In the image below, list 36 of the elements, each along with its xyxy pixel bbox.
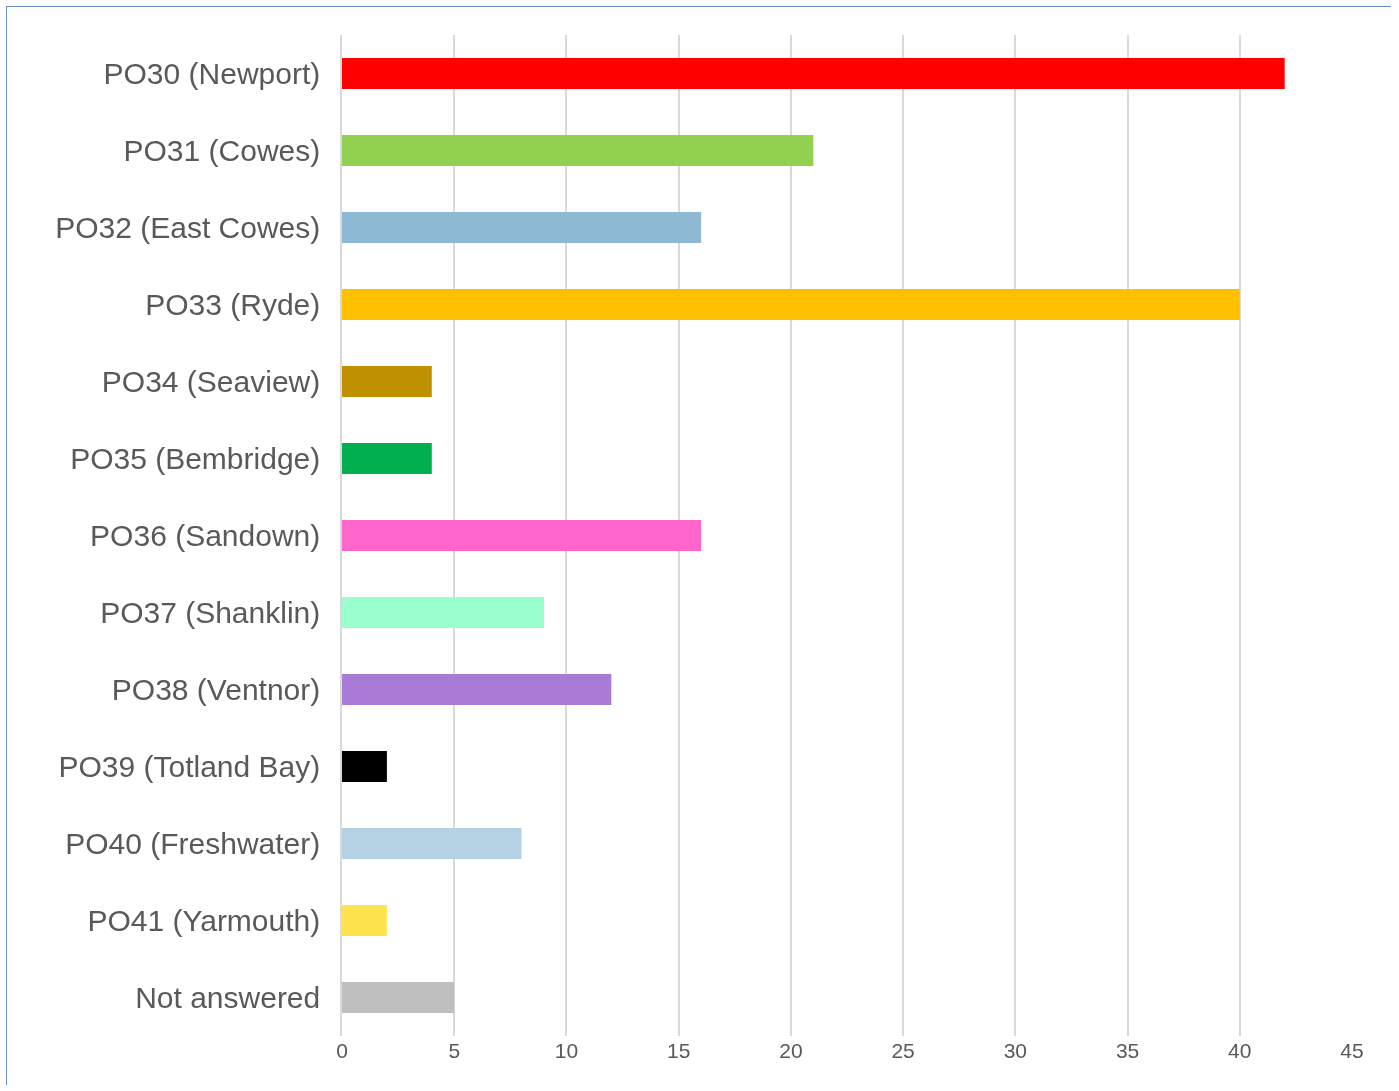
y-tick-label: PO34 (Seaview) (101, 365, 321, 398)
bar (342, 443, 432, 474)
bar (342, 982, 455, 1013)
y-tick-label: PO40 (Freshwater) (65, 827, 321, 860)
bar (342, 828, 522, 859)
y-tick-label: PO35 (Bembridge) (70, 442, 321, 475)
y-tick-label: PO41 (Yarmouth) (87, 904, 321, 937)
bar (342, 905, 387, 936)
x-tick-label: 35 (1115, 1039, 1140, 1062)
y-tick-label: PO30 (Newport) (103, 57, 321, 90)
bar (342, 135, 814, 166)
bar (342, 520, 702, 551)
x-tick-label: 25 (891, 1039, 915, 1062)
x-tick-label: 0 (336, 1039, 348, 1062)
y-tick-label: PO31 (Cowes) (123, 134, 321, 167)
bar (342, 289, 1240, 320)
x-tick-label: 10 (554, 1039, 579, 1062)
bar (342, 751, 387, 782)
x-tick-label: 40 (1228, 1039, 1252, 1062)
bar (342, 58, 1285, 89)
y-tick-label: PO37 (Shanklin) (100, 596, 321, 629)
x-tick-label: 30 (1003, 1039, 1028, 1062)
x-tick-label: 5 (448, 1039, 461, 1062)
y-tick-label: PO33 (Ryde) (145, 288, 321, 321)
y-tick-label: PO38 (Ventnor) (111, 673, 321, 706)
y-tick-label: Not answered (135, 981, 321, 1014)
bar (342, 366, 432, 397)
x-tick-label: 20 (779, 1039, 803, 1062)
y-tick-label: PO32 (East Cowes) (55, 211, 321, 244)
bar (342, 597, 544, 628)
y-tick-label: PO36 (Sandown) (90, 519, 321, 552)
bar (342, 212, 702, 243)
bar (342, 674, 612, 705)
x-tick-label: 45 (1340, 1039, 1364, 1062)
x-tick-label: 15 (666, 1039, 691, 1062)
y-tick-label: PO39 (Totland Bay) (58, 750, 321, 783)
